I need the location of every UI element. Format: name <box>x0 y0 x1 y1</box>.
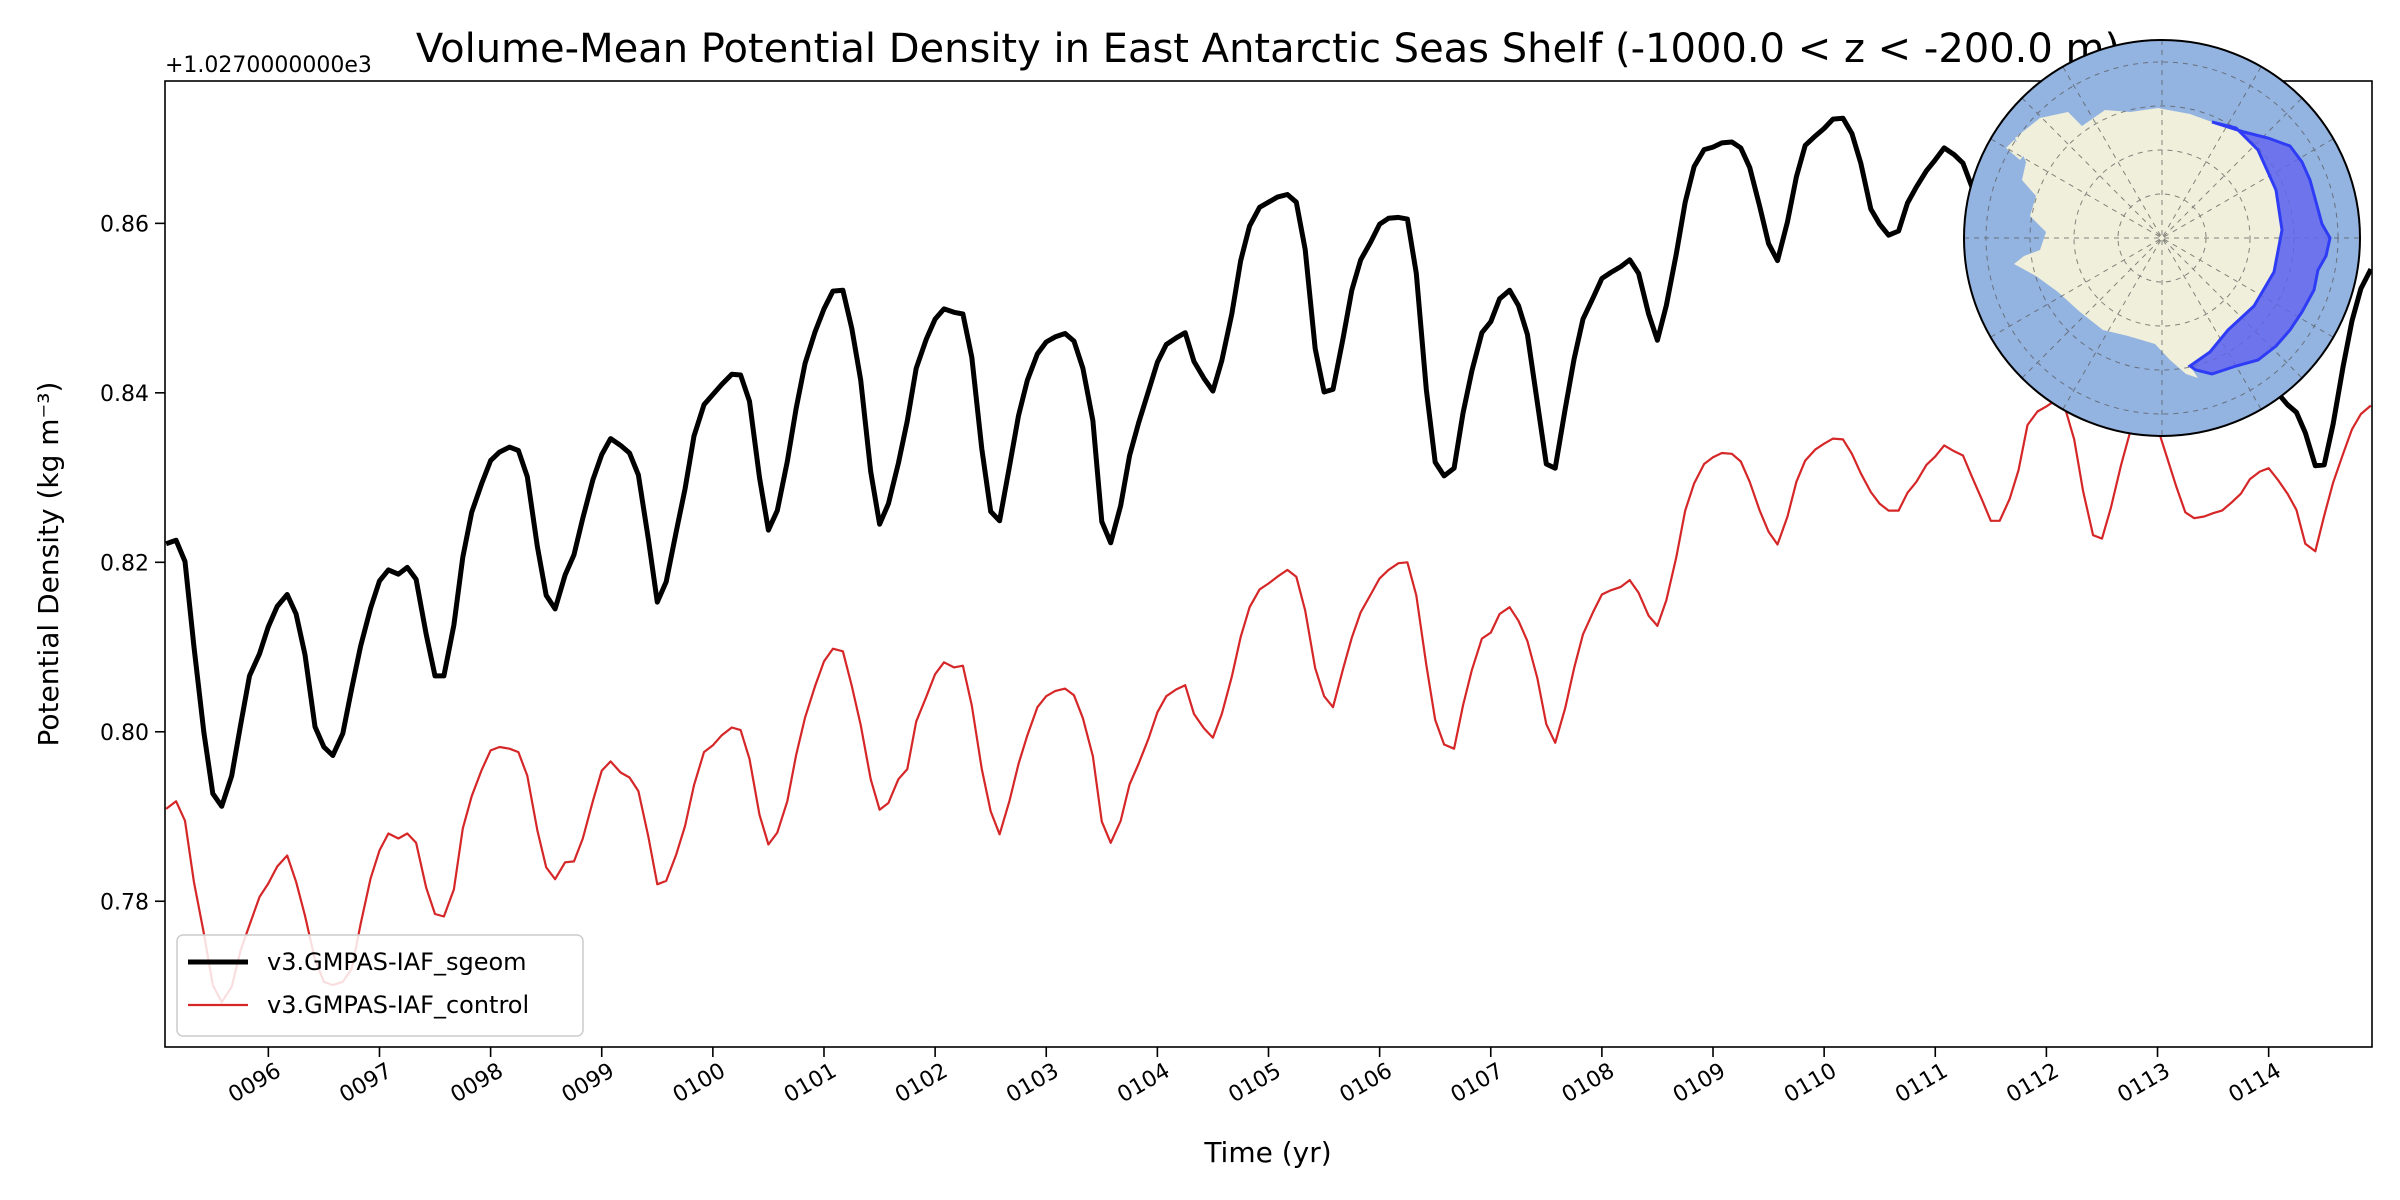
legend-label-control: v3.GMPAS-IAF_control <box>267 991 529 1019</box>
y-axis-title: Potential Density (kg m⁻³) <box>32 382 65 747</box>
antarctica-land <box>2014 108 2282 378</box>
x-tick-label: 0097 <box>335 1059 396 1109</box>
x-tick-label: 0107 <box>1447 1059 1508 1109</box>
x-tick-label: 0104 <box>1113 1059 1174 1109</box>
x-axis-ticks: 0096 0097 0098 0099 0100 0101 0102 0103 0104 0105… <box>224 1047 2286 1109</box>
x-tick-label: 0100 <box>669 1059 730 1109</box>
legend: v3.GMPAS-IAF_sgeom v3.GMPAS-IAF_control <box>176 934 584 1037</box>
x-tick-label: 0106 <box>1336 1059 1397 1109</box>
antarctic-peninsula <box>2006 140 2028 160</box>
x-tick-label: 0108 <box>1558 1059 1619 1109</box>
y-tick-label: 0.86 <box>100 212 149 237</box>
y-axis-ticks: 0.78 0.80 0.82 0.84 0.86 <box>100 212 165 915</box>
x-tick-label: 0114 <box>2225 1059 2286 1109</box>
inset-map <box>1963 39 2361 437</box>
x-tick-label: 0101 <box>780 1059 841 1109</box>
y-tick-label: 0.82 <box>100 551 149 576</box>
x-tick-label: 0111 <box>1891 1059 1952 1109</box>
legend-box <box>176 934 584 1037</box>
x-tick-label: 0110 <box>1780 1059 1841 1109</box>
x-tick-label: 0105 <box>1225 1059 1286 1109</box>
y-offset-label: +1.0270000000e3 <box>165 53 372 78</box>
chart-title: Volume-Mean Potential Density in East An… <box>416 26 2120 72</box>
x-tick-label: 0113 <box>2114 1059 2175 1109</box>
x-axis-title: Time (yr) <box>1203 1136 1331 1169</box>
east-antarctic-shelf-region <box>2187 120 2332 376</box>
legend-label-sgeom: v3.GMPAS-IAF_sgeom <box>267 948 527 976</box>
x-tick-label: 0112 <box>2002 1059 2063 1109</box>
y-tick-label: 0.84 <box>100 382 149 407</box>
x-tick-label: 0098 <box>447 1059 508 1109</box>
globe-outline <box>1963 39 2361 437</box>
x-tick-label: 0109 <box>1669 1059 1730 1109</box>
y-tick-label: 0.80 <box>100 721 149 746</box>
y-tick-label: 0.78 <box>100 890 149 915</box>
x-tick-label: 0102 <box>891 1059 952 1109</box>
series-line-control <box>165 399 2372 1004</box>
x-tick-label: 0103 <box>1002 1059 1063 1109</box>
x-tick-label: 0096 <box>224 1059 285 1109</box>
x-tick-label: 0099 <box>558 1059 619 1109</box>
